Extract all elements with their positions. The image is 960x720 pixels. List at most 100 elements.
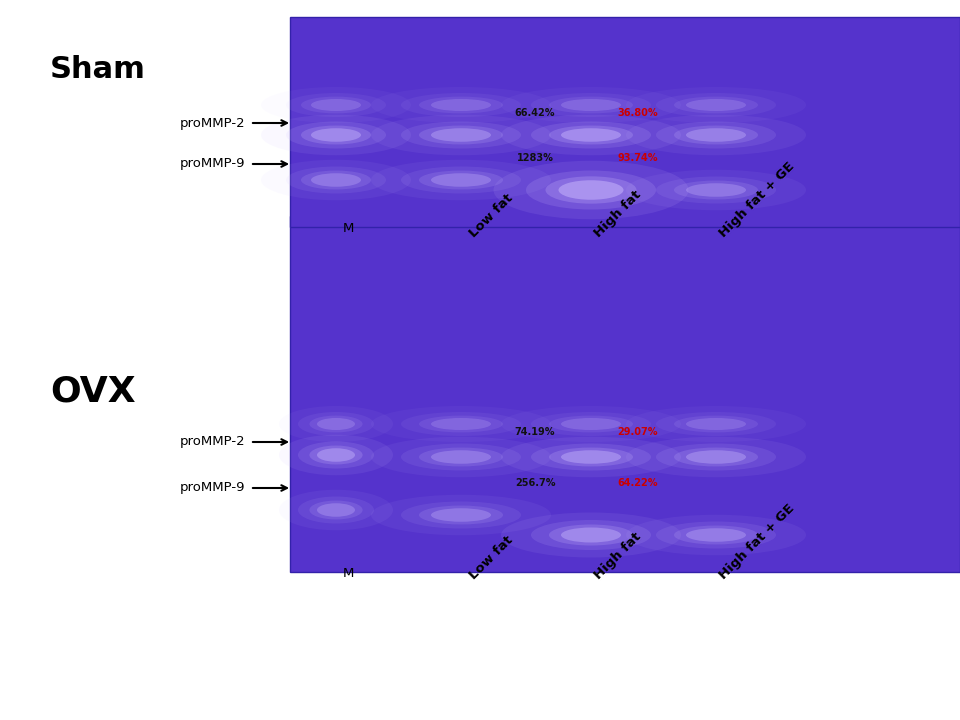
Ellipse shape (311, 128, 361, 142)
Text: 29.07%: 29.07% (617, 427, 659, 437)
Ellipse shape (431, 99, 491, 111)
Ellipse shape (298, 412, 374, 436)
Ellipse shape (549, 96, 633, 113)
Ellipse shape (656, 93, 776, 117)
Text: proMMP-2: proMMP-2 (180, 117, 245, 130)
Ellipse shape (561, 99, 621, 111)
Ellipse shape (279, 435, 393, 475)
Ellipse shape (549, 448, 633, 467)
Ellipse shape (431, 508, 491, 522)
Text: Low fat: Low fat (467, 534, 516, 582)
Text: proMMP-2: proMMP-2 (180, 436, 245, 449)
Ellipse shape (686, 528, 746, 541)
Text: Sham: Sham (50, 55, 146, 84)
Ellipse shape (419, 505, 503, 524)
Ellipse shape (561, 128, 621, 142)
Ellipse shape (674, 448, 758, 467)
Ellipse shape (311, 174, 361, 186)
Ellipse shape (301, 96, 371, 113)
Ellipse shape (401, 412, 521, 436)
Ellipse shape (531, 444, 651, 470)
Ellipse shape (371, 437, 551, 477)
Ellipse shape (401, 93, 521, 117)
Text: High fat: High fat (591, 188, 644, 240)
Text: High fat + GE: High fat + GE (717, 502, 797, 582)
Ellipse shape (626, 515, 806, 555)
Ellipse shape (371, 495, 551, 535)
Ellipse shape (317, 418, 355, 430)
Ellipse shape (317, 503, 355, 517)
Ellipse shape (431, 450, 491, 464)
Text: 74.19%: 74.19% (515, 427, 555, 437)
Ellipse shape (286, 166, 386, 194)
Text: proMMP-9: proMMP-9 (180, 158, 245, 171)
Ellipse shape (531, 93, 651, 117)
Ellipse shape (419, 415, 503, 433)
Ellipse shape (301, 125, 371, 145)
Ellipse shape (309, 500, 363, 519)
Ellipse shape (656, 176, 776, 204)
Ellipse shape (431, 418, 491, 430)
Ellipse shape (674, 125, 758, 145)
Ellipse shape (261, 160, 411, 200)
Ellipse shape (686, 418, 746, 430)
Ellipse shape (419, 96, 503, 113)
Ellipse shape (371, 114, 551, 156)
Ellipse shape (401, 444, 521, 470)
Ellipse shape (298, 497, 374, 523)
Ellipse shape (656, 122, 776, 148)
Ellipse shape (501, 114, 681, 156)
Ellipse shape (559, 180, 623, 199)
Ellipse shape (431, 128, 491, 142)
Ellipse shape (549, 524, 633, 546)
Ellipse shape (674, 181, 758, 199)
Ellipse shape (686, 99, 746, 111)
Text: OVX: OVX (50, 375, 135, 409)
Ellipse shape (526, 171, 656, 210)
Text: 256.7%: 256.7% (515, 478, 555, 488)
Ellipse shape (674, 415, 758, 433)
Text: High fat: High fat (591, 530, 644, 582)
Ellipse shape (561, 528, 621, 542)
Ellipse shape (493, 161, 688, 220)
Ellipse shape (561, 450, 621, 464)
Ellipse shape (279, 406, 393, 442)
Ellipse shape (656, 521, 776, 549)
Text: High fat + GE: High fat + GE (717, 160, 797, 240)
Ellipse shape (501, 437, 681, 477)
Ellipse shape (656, 444, 776, 470)
Ellipse shape (419, 125, 503, 145)
Bar (290, 216, 960, 572)
Text: M: M (343, 567, 353, 580)
Ellipse shape (549, 125, 633, 145)
Ellipse shape (656, 412, 776, 436)
Ellipse shape (626, 170, 806, 210)
Ellipse shape (549, 415, 633, 433)
Ellipse shape (531, 122, 651, 148)
Ellipse shape (298, 441, 374, 469)
Ellipse shape (419, 171, 503, 189)
Ellipse shape (309, 446, 363, 464)
Ellipse shape (309, 415, 363, 433)
Ellipse shape (674, 526, 758, 544)
Text: 66.42%: 66.42% (515, 108, 555, 118)
Ellipse shape (626, 437, 806, 477)
Bar (290, 17, 960, 227)
Ellipse shape (686, 450, 746, 464)
Ellipse shape (401, 502, 521, 528)
Ellipse shape (286, 93, 386, 117)
Ellipse shape (279, 490, 393, 530)
Text: 64.22%: 64.22% (617, 478, 659, 488)
Ellipse shape (545, 176, 636, 204)
Text: 1283%: 1283% (516, 153, 553, 163)
Ellipse shape (261, 114, 411, 156)
Ellipse shape (674, 96, 758, 113)
Text: 93.74%: 93.74% (617, 153, 659, 163)
Ellipse shape (531, 412, 651, 436)
Ellipse shape (431, 174, 491, 186)
Ellipse shape (626, 114, 806, 156)
Ellipse shape (419, 448, 503, 467)
Ellipse shape (686, 184, 746, 197)
Ellipse shape (317, 449, 355, 462)
Text: proMMP-9: proMMP-9 (180, 482, 245, 495)
